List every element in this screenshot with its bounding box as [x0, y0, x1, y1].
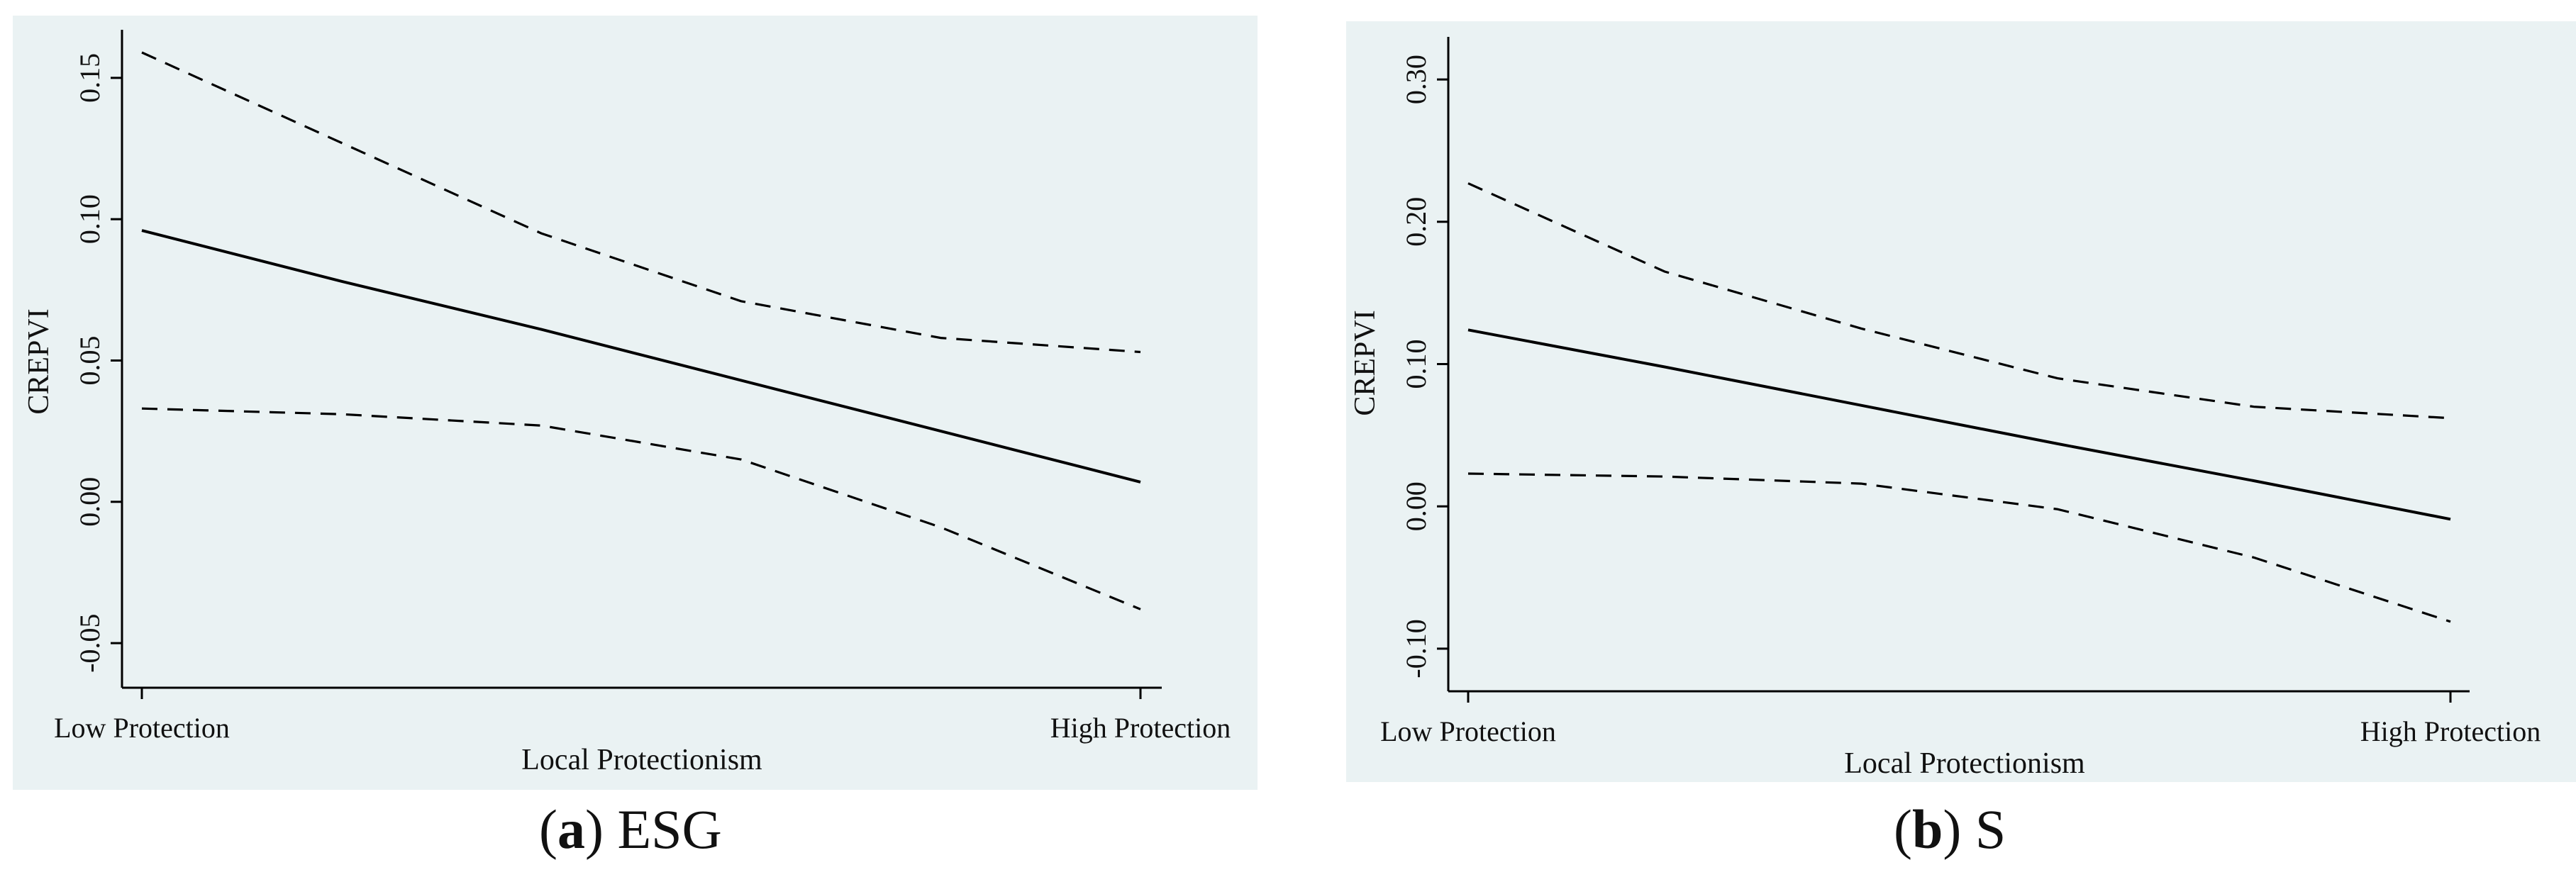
- caption-text: S: [1975, 798, 2006, 860]
- x-tick-label: Low Protection: [54, 712, 230, 744]
- x-axis-title: Local Protectionism: [1844, 747, 2085, 780]
- upper-ci-line: [141, 51, 1141, 354]
- plot-background: [13, 16, 1258, 790]
- y-tick-label: 0.30: [1400, 55, 1432, 104]
- y-tick-label: 0.10: [1400, 340, 1432, 389]
- y-tick-label: -0.05: [74, 613, 106, 672]
- chart-panel-esg: -0.05 0.00 0.05 0.10 0.15 Low Protection High …: [0, 0, 1270, 882]
- lower-ci-line: [1467, 472, 2451, 623]
- caption-text: ESG: [617, 798, 722, 860]
- y-axis-title: CREPVI: [23, 308, 55, 414]
- caption-letter: a: [557, 798, 585, 860]
- y-tick-label: 0.20: [1400, 197, 1432, 247]
- lower-ci-line: [141, 407, 1141, 610]
- caption-s: (b) S: [1894, 798, 2006, 860]
- x-tick-label: High Protection: [2360, 715, 2541, 747]
- x-axis-title: Local Protectionism: [521, 744, 762, 776]
- chart-svg-esg: -0.05 0.00 0.05 0.10 0.15 Low Protection High …: [13, 16, 1258, 790]
- y-tick-label: 0.00: [1400, 481, 1432, 531]
- y-axis-title: CREPVI: [1349, 310, 1382, 415]
- caption-letter: b: [1911, 798, 1943, 860]
- estimate-line: [1467, 328, 2451, 521]
- y-tick-label: 0.00: [74, 477, 106, 527]
- upper-ci-line: [1467, 182, 2451, 420]
- y-tick-label: 0.05: [74, 335, 106, 385]
- chart-panel-s: -0.10 0.00 0.10 0.20 0.30 Low Protection High …: [1326, 0, 2576, 882]
- y-tick-label: 0.15: [74, 53, 106, 103]
- plot-background: [1346, 21, 2576, 782]
- caption-esg: (a) ESG: [539, 798, 722, 860]
- y-tick-label: 0.10: [74, 194, 106, 244]
- x-tick-label: Low Protection: [1380, 715, 1556, 747]
- estimate-line: [141, 229, 1141, 484]
- x-tick-label: High Protection: [1050, 712, 1231, 744]
- y-tick-label: -0.10: [1400, 619, 1432, 678]
- chart-svg-s: -0.10 0.00 0.10 0.20 0.30 Low Protection High …: [1346, 21, 2576, 782]
